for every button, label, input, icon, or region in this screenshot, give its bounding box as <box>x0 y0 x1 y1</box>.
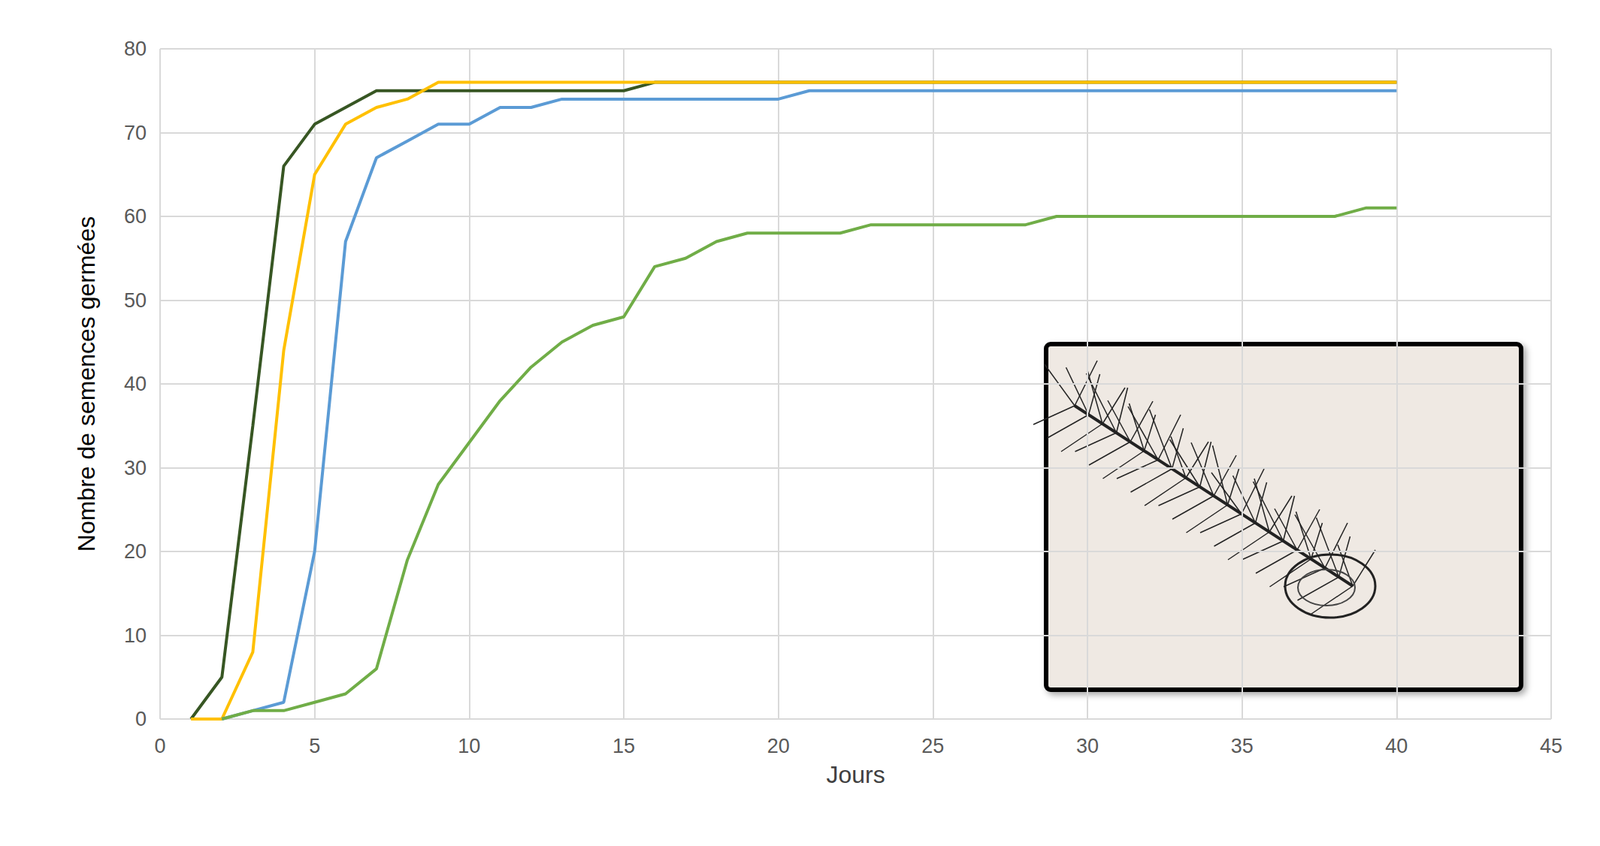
svg-text:40: 40 <box>124 372 147 396</box>
svg-text:40: 40 <box>1385 734 1408 758</box>
svg-text:50: 50 <box>124 289 147 312</box>
svg-text:60: 60 <box>124 205 147 228</box>
svg-text:35: 35 <box>1231 734 1254 758</box>
svg-text:80: 80 <box>124 37 147 61</box>
svg-text:0: 0 <box>135 707 147 731</box>
svg-text:20: 20 <box>124 540 147 563</box>
svg-text:30: 30 <box>1076 734 1099 758</box>
svg-text:70: 70 <box>124 121 147 145</box>
svg-text:20: 20 <box>767 734 790 758</box>
svg-text:45: 45 <box>1539 734 1563 758</box>
svg-text:5: 5 <box>308 734 321 758</box>
svg-text:10: 10 <box>457 734 481 758</box>
svg-text:0: 0 <box>154 734 166 758</box>
svg-text:25: 25 <box>921 734 944 758</box>
svg-text:Jours: Jours <box>825 761 885 789</box>
svg-text:Nombre de semences germées: Nombre de semences germées <box>72 216 100 552</box>
svg-text:30: 30 <box>124 456 147 480</box>
svg-text:10: 10 <box>124 624 147 648</box>
svg-text:15: 15 <box>612 734 636 758</box>
